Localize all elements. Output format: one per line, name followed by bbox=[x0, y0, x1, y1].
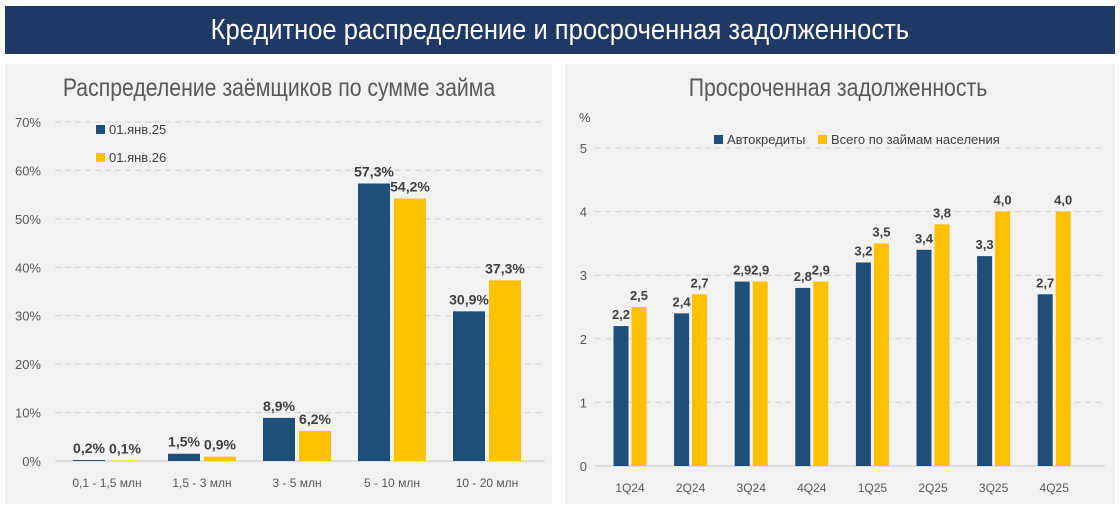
data-label: 2,5 bbox=[630, 288, 648, 303]
data-label: 2,4 bbox=[673, 294, 692, 309]
bar-series-1 bbox=[453, 311, 485, 461]
bar-series-1 bbox=[674, 313, 690, 466]
data-label: 3,4 bbox=[915, 231, 934, 246]
bar-series-2 bbox=[204, 456, 236, 461]
bar-series-1 bbox=[977, 256, 993, 466]
x-tick-label: 2Q24 bbox=[676, 481, 706, 495]
y-tick-label: 30% bbox=[15, 309, 41, 324]
left-chart-panel: Распределение заёмщиков по сумме займа 0%… bbox=[5, 64, 552, 504]
bar-series-1 bbox=[613, 326, 629, 466]
data-label: 0,2% bbox=[73, 440, 105, 456]
y-tick-label: 2 bbox=[580, 332, 587, 347]
x-tick-label: 4Q25 bbox=[1040, 481, 1070, 495]
bar-series-2 bbox=[934, 224, 950, 466]
x-tick-label: 1,5 - 3 млн bbox=[172, 476, 231, 490]
x-tick-label: 3 - 5 млн bbox=[272, 476, 321, 490]
data-label: 0,9% bbox=[204, 437, 236, 453]
x-tick-label: 10 - 20 млн bbox=[456, 476, 519, 490]
bar-series-2 bbox=[299, 430, 331, 461]
y-tick-label: 1 bbox=[580, 395, 587, 410]
bar-series-2 bbox=[692, 294, 708, 466]
data-label: 2,7 bbox=[1036, 275, 1054, 290]
data-label: 2,9 bbox=[812, 263, 830, 278]
x-tick-label: 0,1 - 1,5 млн bbox=[72, 476, 141, 490]
x-tick-label: 5 - 10 млн bbox=[364, 476, 420, 490]
y-tick-label: 60% bbox=[15, 163, 41, 178]
y-tick-label: 3 bbox=[580, 268, 587, 283]
legend-swatch-1 bbox=[714, 135, 723, 144]
data-label: 6,2% bbox=[299, 411, 331, 427]
y-tick-label: 20% bbox=[15, 357, 41, 372]
y-tick-label: 10% bbox=[15, 406, 41, 421]
legend-swatch-2 bbox=[96, 153, 105, 162]
legend-label: 01.янв.25 bbox=[109, 122, 166, 137]
y-tick-label: 0 bbox=[580, 459, 587, 474]
bar-series-1 bbox=[358, 183, 390, 462]
x-tick-label: 4Q24 bbox=[797, 481, 827, 495]
data-label: 2,7 bbox=[691, 275, 709, 290]
bar-series-1 bbox=[73, 460, 105, 461]
data-label: 3,2 bbox=[854, 243, 872, 258]
y-tick-label: 0% bbox=[22, 454, 41, 469]
legend-swatch-1 bbox=[96, 125, 105, 134]
bar-series-2 bbox=[1055, 211, 1071, 466]
x-tick-label: 3Q24 bbox=[737, 481, 767, 495]
data-label: 3,5 bbox=[872, 224, 890, 239]
data-label: 57,3% bbox=[354, 164, 394, 180]
data-label: 3,8 bbox=[933, 205, 951, 220]
chart-title: Распределение заёмщиков по сумме займа bbox=[63, 73, 495, 101]
bar-series-2 bbox=[813, 281, 829, 466]
data-label: 2,8 bbox=[794, 269, 812, 284]
bar-series-1 bbox=[734, 281, 750, 466]
x-tick-label: 2Q25 bbox=[918, 481, 948, 495]
data-label: 3,3 bbox=[976, 237, 994, 252]
legend-label: 01.янв.26 bbox=[109, 150, 166, 165]
data-label: 54,2% bbox=[390, 179, 430, 195]
y-tick-label: 40% bbox=[15, 260, 41, 275]
y-tick-label: 50% bbox=[15, 212, 41, 227]
bar-series-2 bbox=[394, 198, 426, 461]
data-label: 8,9% bbox=[263, 398, 295, 414]
data-label: 1,5% bbox=[168, 434, 200, 450]
borrower-distribution-chart: Распределение заёмщиков по сумме займа 0%… bbox=[15, 73, 545, 490]
data-label: 30,9% bbox=[449, 291, 489, 307]
bar-series-1 bbox=[263, 417, 295, 461]
chart-title: Просроченная задолженность bbox=[689, 73, 988, 101]
data-label: 4,0 bbox=[994, 193, 1012, 208]
bar-series-1 bbox=[168, 453, 200, 461]
bar-series-2 bbox=[631, 307, 647, 466]
y-tick-label: 5 bbox=[580, 141, 587, 156]
bar-series-2 bbox=[752, 281, 768, 466]
legend-swatch-2 bbox=[818, 135, 827, 144]
header-banner: Кредитное распределение и просроченная з… bbox=[5, 6, 1115, 54]
data-label: 0,1% bbox=[109, 441, 141, 457]
y-axis-unit: % bbox=[579, 110, 591, 125]
data-label: 2,9 bbox=[733, 263, 751, 278]
bar-series-1 bbox=[855, 262, 871, 466]
right-chart-panel: Просроченная задолженность 0 1 2 3 4 5% 1Q24 2,2… bbox=[565, 64, 1115, 504]
bar-series-1 bbox=[795, 287, 811, 466]
x-tick-label: 1Q24 bbox=[615, 481, 645, 495]
y-tick-label: 70% bbox=[15, 115, 41, 130]
bar-series-2 bbox=[873, 243, 889, 466]
data-label: 37,3% bbox=[485, 260, 525, 276]
x-tick-label: 1Q25 bbox=[858, 481, 888, 495]
legend-label: Всего по займам населения bbox=[831, 132, 1000, 147]
bar-series-2 bbox=[995, 211, 1011, 466]
x-tick-label: 3Q25 bbox=[979, 481, 1009, 495]
legend-label: Автокредиты bbox=[727, 132, 805, 147]
overdue-debt-chart: Просроченная задолженность 0 1 2 3 4 5% 1Q24 2,2… bbox=[579, 73, 1105, 495]
bar-series-1 bbox=[916, 249, 932, 466]
y-tick-label: 4 bbox=[580, 205, 587, 220]
data-label: 2,9 bbox=[751, 263, 769, 278]
data-label: 4,0 bbox=[1054, 193, 1072, 208]
header-title: Кредитное распределение и просроченная з… bbox=[210, 13, 910, 46]
data-label: 2,2 bbox=[612, 307, 630, 322]
bar-series-2 bbox=[489, 280, 521, 461]
bar-series-1 bbox=[1037, 294, 1053, 466]
